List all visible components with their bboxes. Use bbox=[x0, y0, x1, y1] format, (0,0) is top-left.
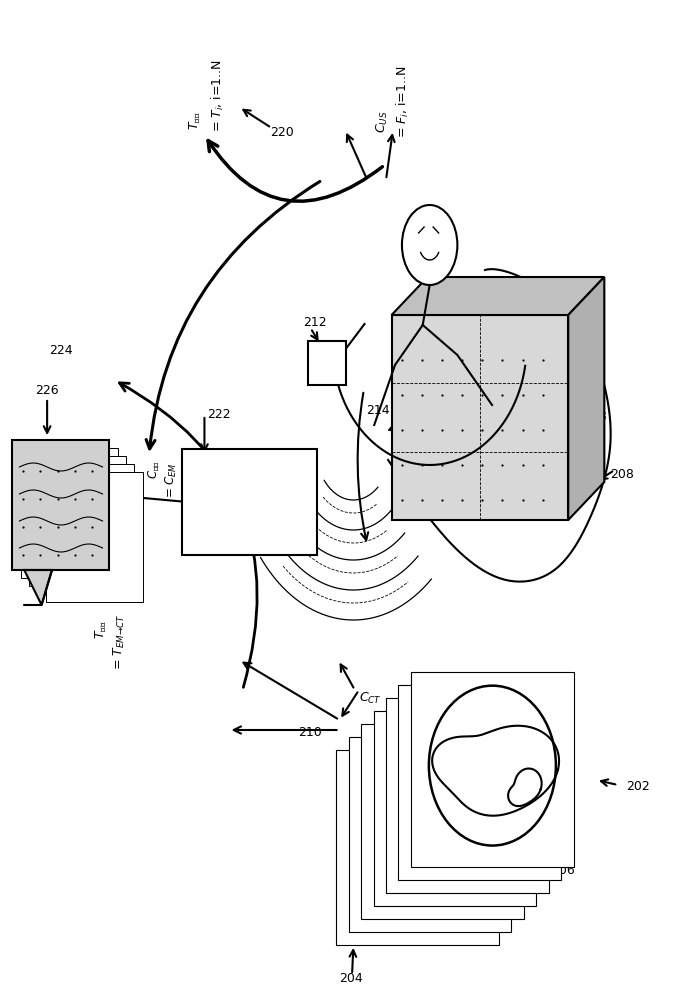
Text: 208: 208 bbox=[611, 468, 634, 482]
Bar bbox=[336, 750, 499, 945]
Text: 219: 219 bbox=[404, 418, 428, 432]
Bar bbox=[386, 698, 549, 893]
Text: 216: 216 bbox=[439, 296, 462, 308]
Text: = $T_{i}$, i=1..N: = $T_{i}$, i=1..N bbox=[210, 59, 227, 132]
Text: 212: 212 bbox=[304, 316, 327, 328]
Circle shape bbox=[402, 205, 457, 285]
Text: = $C_{EM}$: = $C_{EM}$ bbox=[164, 462, 179, 498]
Text: 226: 226 bbox=[35, 383, 59, 396]
Bar bbox=[21, 448, 118, 578]
Text: 220: 220 bbox=[270, 125, 294, 138]
Text: 224: 224 bbox=[49, 344, 73, 357]
Text: 210: 210 bbox=[299, 726, 322, 738]
Text: $T_{跟蹤}$: $T_{跟蹤}$ bbox=[186, 111, 202, 130]
Text: S: S bbox=[323, 357, 331, 369]
Bar bbox=[374, 711, 536, 906]
Text: 222: 222 bbox=[207, 408, 231, 420]
Text: = $T_{EM→CT}$: = $T_{EM→CT}$ bbox=[112, 614, 128, 670]
Bar bbox=[12, 440, 109, 570]
Text: 204: 204 bbox=[339, 972, 362, 984]
Polygon shape bbox=[392, 277, 604, 315]
Bar bbox=[29, 456, 126, 586]
Text: 214: 214 bbox=[366, 403, 389, 416]
Text: 202: 202 bbox=[626, 780, 649, 794]
Bar bbox=[12, 440, 109, 570]
Text: $C_{CT}$: $C_{CT}$ bbox=[359, 690, 382, 706]
Bar bbox=[398, 685, 561, 880]
Bar bbox=[361, 724, 524, 919]
Polygon shape bbox=[568, 277, 604, 520]
Bar bbox=[46, 472, 143, 602]
Text: = $F_{i}$, i=1..N: = $F_{i}$, i=1..N bbox=[395, 66, 412, 138]
Bar bbox=[349, 737, 511, 932]
FancyBboxPatch shape bbox=[308, 341, 346, 385]
Text: $C_{跟蹤}$: $C_{跟蹤}$ bbox=[146, 461, 161, 479]
Bar bbox=[411, 672, 574, 867]
Text: 218: 218 bbox=[583, 410, 606, 424]
Text: 跟踪系统EM: 跟踪系统EM bbox=[227, 495, 272, 508]
Text: 206: 206 bbox=[552, 863, 575, 876]
Text: $C_{US}$: $C_{US}$ bbox=[375, 111, 390, 133]
Bar bbox=[37, 464, 134, 594]
Polygon shape bbox=[24, 570, 52, 605]
Text: $T_{配準}$: $T_{配準}$ bbox=[93, 621, 108, 639]
FancyBboxPatch shape bbox=[182, 449, 317, 555]
Bar bbox=[392, 315, 568, 520]
